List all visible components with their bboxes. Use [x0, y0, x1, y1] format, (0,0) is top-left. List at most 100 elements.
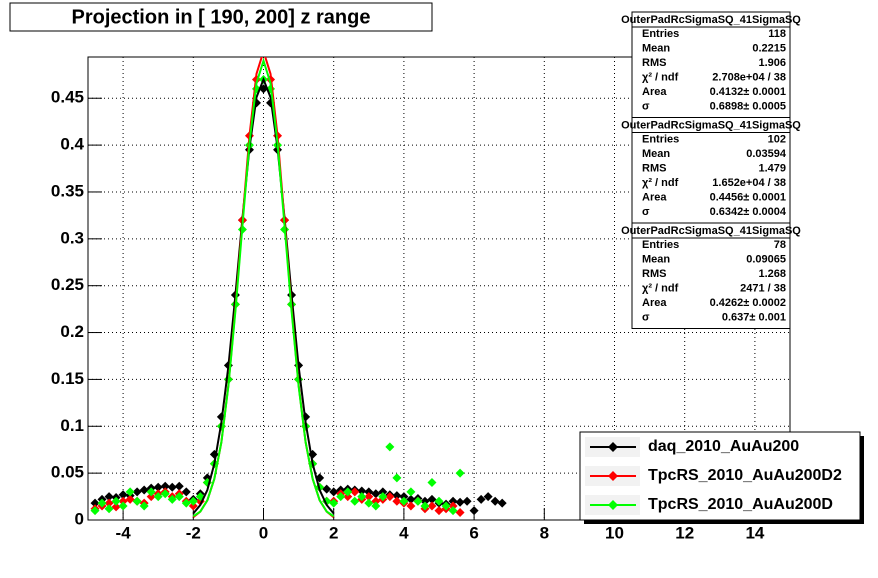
stats-label: RMS: [642, 57, 666, 69]
x-tick-label: 10: [605, 523, 624, 542]
stats-value: 1.268: [758, 268, 786, 280]
data-point: [104, 498, 114, 508]
legend-marker: [608, 471, 618, 481]
stats-label: χ² / ndf: [642, 282, 679, 294]
data-point: [111, 502, 121, 512]
data-point: [322, 484, 332, 494]
data-point: [118, 496, 128, 506]
x-tick-label: 14: [745, 523, 764, 542]
x-tick-label: 2: [329, 523, 338, 542]
data-point: [420, 501, 430, 511]
x-tick-label: -4: [116, 523, 132, 542]
stats-label: χ² / ndf: [642, 177, 679, 189]
data-point: [448, 501, 458, 511]
y-tick-label: 0.05: [51, 463, 84, 482]
data-point: [364, 487, 374, 497]
data-point: [406, 494, 416, 504]
data-point: [399, 492, 409, 502]
stats-label: RMS: [642, 268, 666, 280]
stats-label: σ: [642, 100, 650, 112]
data-point: [104, 492, 114, 502]
stats-box: [631, 222, 791, 329]
data-point: [441, 501, 451, 511]
data-point: [392, 473, 402, 483]
data-point: [462, 496, 472, 506]
y-tick-label: 0.1: [60, 416, 84, 435]
title-box: [9, 2, 433, 32]
data-point: [413, 496, 423, 506]
data-point: [385, 442, 395, 452]
stats-value: 0.03594: [746, 148, 787, 160]
legend-marker: [608, 442, 618, 452]
stats-title: OuterPadRcSigmaSQ_41SigmaSQ: [621, 225, 801, 237]
legend-label: TpcRS_2010_AuAu200D2: [648, 467, 842, 484]
data-point: [399, 496, 409, 506]
data-point: [378, 487, 388, 497]
stats-label: σ: [642, 311, 650, 323]
stats-label: Entries: [642, 28, 679, 40]
stats-label: Area: [642, 191, 667, 203]
x-tick-label: -2: [186, 523, 201, 542]
data-point: [350, 496, 360, 506]
x-tick-label: 12: [675, 523, 694, 542]
data-point: [455, 497, 465, 507]
y-tick-label: 0.35: [51, 181, 84, 200]
y-tick-label: 0.15: [51, 369, 84, 388]
data-point: [392, 496, 402, 506]
data-point: [364, 492, 374, 502]
data-point: [153, 482, 163, 492]
data-point: [385, 492, 395, 502]
data-point: [160, 489, 170, 499]
data-point: [329, 487, 339, 497]
stats-label: Mean: [642, 42, 670, 54]
stats-value: 0.4262± 0.0002: [710, 297, 786, 309]
data-point: [406, 501, 416, 511]
data-point: [118, 490, 128, 500]
stats-value: 78: [774, 239, 786, 251]
legend-label: TpcRS_2010_AuAu200D: [648, 496, 833, 513]
stats-value: 102: [768, 133, 786, 145]
data-point: [181, 498, 191, 508]
data-point: [476, 494, 486, 504]
data-point: [448, 506, 458, 516]
data-point: [167, 494, 177, 504]
data-point: [343, 487, 353, 497]
data-point: [371, 501, 381, 511]
y-tick-label: 0.25: [51, 275, 84, 294]
x-tick-label: 0: [259, 523, 268, 542]
data-point: [111, 496, 121, 506]
y-tick-label: 0.45: [51, 88, 84, 107]
stats-box: [631, 117, 791, 224]
data-point: [497, 498, 507, 508]
stats-value: 0.4132± 0.0001: [710, 86, 786, 98]
stats-value: 1.652e+04 / 38: [712, 177, 786, 189]
data-point: [97, 498, 107, 508]
stats-label: RMS: [642, 162, 666, 174]
legend-label: daq_2010_AuAu200: [648, 438, 799, 455]
stats-label: Area: [642, 297, 667, 309]
stats-value: 0.6342± 0.0004: [710, 206, 787, 218]
data-point: [90, 506, 100, 516]
stats-box: [631, 11, 791, 118]
data-point: [371, 496, 381, 506]
y-tick-label: 0: [75, 509, 84, 528]
fit-curve: [192, 76, 335, 515]
stats-value: 0.4456± 0.0001: [710, 191, 786, 203]
data-point: [483, 492, 493, 502]
data-point: [455, 468, 465, 478]
stats-label: Mean: [642, 253, 670, 265]
data-point: [160, 481, 170, 491]
stats-value: 0.6898± 0.0005: [710, 100, 786, 112]
data-point: [455, 508, 465, 518]
data-point: [336, 492, 346, 502]
stats-title: OuterPadRcSigmaSQ_41SigmaSQ: [621, 119, 801, 131]
plot-layer: [90, 57, 507, 518]
data-point: [167, 482, 177, 492]
stats-label: σ: [642, 206, 650, 218]
y-tick-label: 0.3: [60, 228, 84, 247]
data-point: [427, 494, 437, 504]
data-point: [371, 489, 381, 499]
stats-label: Entries: [642, 133, 679, 145]
data-point: [125, 494, 135, 504]
